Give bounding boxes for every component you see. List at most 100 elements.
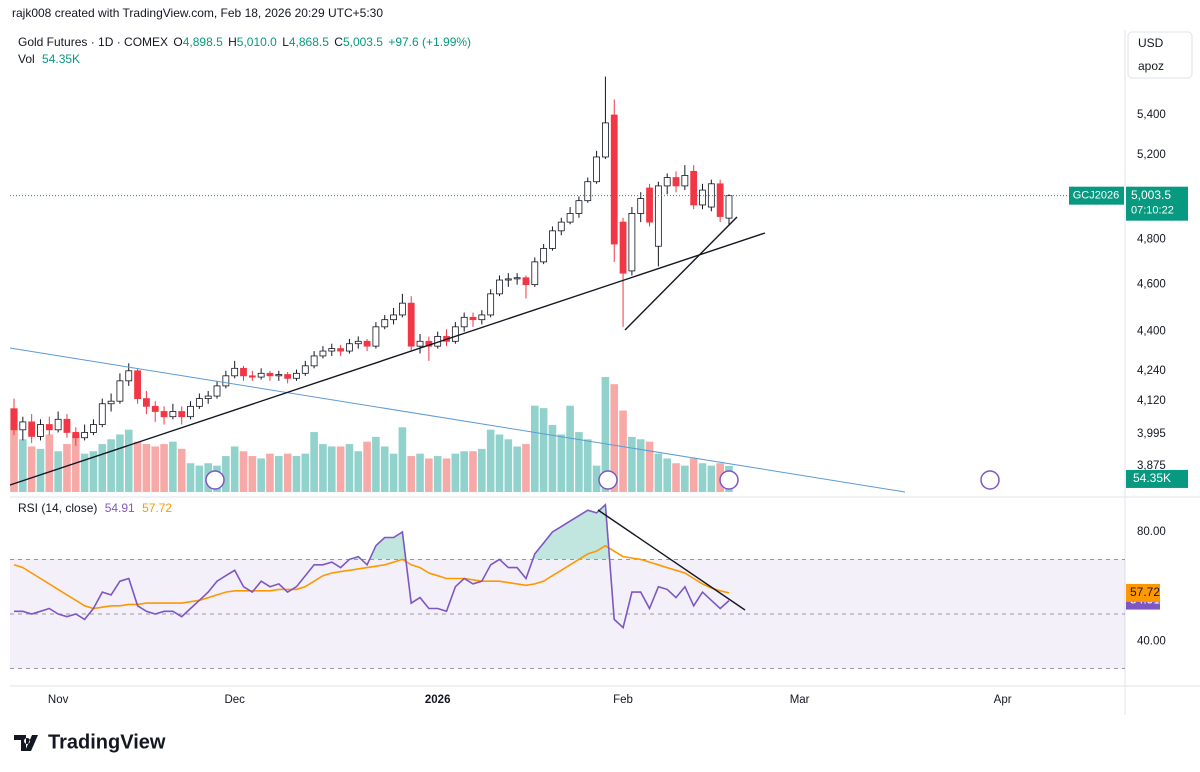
candle-body	[663, 177, 671, 187]
volume-bar	[336, 446, 345, 492]
x-tick-label: Dec	[224, 694, 245, 706]
event-icon[interactable]	[598, 470, 618, 490]
legend-key: H	[228, 35, 237, 49]
volume-bar	[63, 444, 71, 492]
overbought-fill	[14, 504, 729, 560]
candle-body	[37, 424, 44, 437]
volume-bar	[425, 458, 433, 492]
legend-change: +97.6 (+1.99%)	[388, 35, 471, 49]
event-icons	[205, 470, 1000, 490]
event-icon[interactable]	[205, 470, 225, 490]
candle-body	[469, 316, 477, 321]
volume-bar	[292, 456, 301, 492]
candle-body	[72, 432, 80, 439]
scale-mode[interactable]: apoz	[1138, 59, 1164, 73]
y-tick-label: 4,120	[1137, 395, 1166, 407]
legend-key: L	[282, 35, 289, 49]
volume-bar	[301, 453, 310, 492]
candle-body	[496, 279, 503, 295]
currency[interactable]: USD	[1138, 36, 1164, 50]
candle-body	[98, 403, 106, 425]
candle-body	[90, 424, 97, 433]
candle-body	[169, 411, 177, 418]
candle-body	[204, 395, 212, 400]
volume-bar	[345, 444, 354, 492]
trend-line	[9, 232, 766, 486]
candle-body	[602, 122, 609, 158]
volume-bar	[45, 434, 54, 492]
volume-bar	[107, 439, 115, 492]
y-tick-label: 4,400	[1137, 326, 1166, 338]
volume-bar	[504, 439, 513, 492]
volume-bar	[707, 465, 716, 492]
candle-body	[134, 370, 141, 400]
candle-body	[540, 248, 548, 263]
candle-body	[346, 343, 353, 352]
volume-bar	[628, 436, 636, 492]
volume-bar	[27, 446, 36, 492]
volume-bar	[98, 444, 107, 492]
volume-bar	[169, 441, 177, 492]
legend-value: 5,010.0	[237, 35, 277, 49]
y-tick-label: 5,400	[1137, 109, 1166, 121]
volume-bar	[133, 441, 142, 492]
symbol-tag	[1069, 186, 1124, 205]
event-icon[interactable]	[980, 470, 1000, 490]
volume-bar	[142, 444, 151, 492]
candle-body	[372, 326, 380, 347]
candle-body	[407, 302, 415, 347]
legend-key: O	[173, 35, 182, 49]
candle-body	[293, 372, 300, 379]
candle-body	[266, 372, 274, 377]
volume-bar	[177, 448, 186, 492]
candle-body	[195, 398, 203, 407]
candle-body	[504, 278, 512, 281]
volume-bar	[380, 446, 389, 492]
symbol-tag-text: GCJ2026	[1073, 190, 1119, 202]
trend-line	[624, 216, 738, 331]
volume-bar	[486, 429, 495, 492]
price-tag	[1126, 186, 1188, 221]
volume-bar	[89, 451, 98, 492]
legend-value: 54.35K	[42, 52, 80, 66]
volume-bar	[186, 463, 195, 492]
volume-bar	[319, 444, 327, 492]
candle-body	[416, 340, 424, 347]
rsi-title: RSI (14, close)	[18, 501, 97, 515]
candle-body	[513, 277, 521, 280]
volume-bar	[398, 427, 407, 492]
candle-body	[531, 261, 539, 286]
candle-body	[240, 367, 247, 377]
candle-body	[690, 170, 698, 206]
candle-body	[81, 432, 89, 439]
volume-bar	[663, 458, 671, 492]
drawings	[9, 216, 1000, 611]
volume-bar	[257, 458, 265, 492]
legend-key: C	[334, 35, 343, 49]
volume-bar	[230, 446, 239, 492]
credit: rajk008 created with TradingView.com, Fe…	[12, 6, 383, 20]
candle-body	[363, 340, 371, 347]
candle-body	[45, 424, 53, 431]
scale-box[interactable]	[1127, 31, 1193, 79]
volume-bar	[54, 451, 62, 492]
volume-bar	[372, 436, 380, 492]
candle-body	[398, 302, 406, 316]
event-icon[interactable]	[719, 470, 739, 490]
volume-bar	[610, 384, 619, 492]
volume-bar	[592, 465, 601, 492]
volume-bar	[478, 448, 486, 492]
rsi-line	[14, 502, 730, 630]
candle-body	[284, 374, 292, 379]
candle-body	[646, 187, 653, 223]
rsi-tag	[1126, 583, 1160, 602]
candle-body	[725, 195, 733, 219]
volume-bar	[469, 451, 477, 492]
volume-bar	[10, 408, 18, 492]
x-tick-label: Apr	[994, 694, 1012, 706]
candle-body	[381, 319, 389, 328]
candle-body	[584, 181, 592, 202]
volume-bar	[124, 429, 133, 492]
